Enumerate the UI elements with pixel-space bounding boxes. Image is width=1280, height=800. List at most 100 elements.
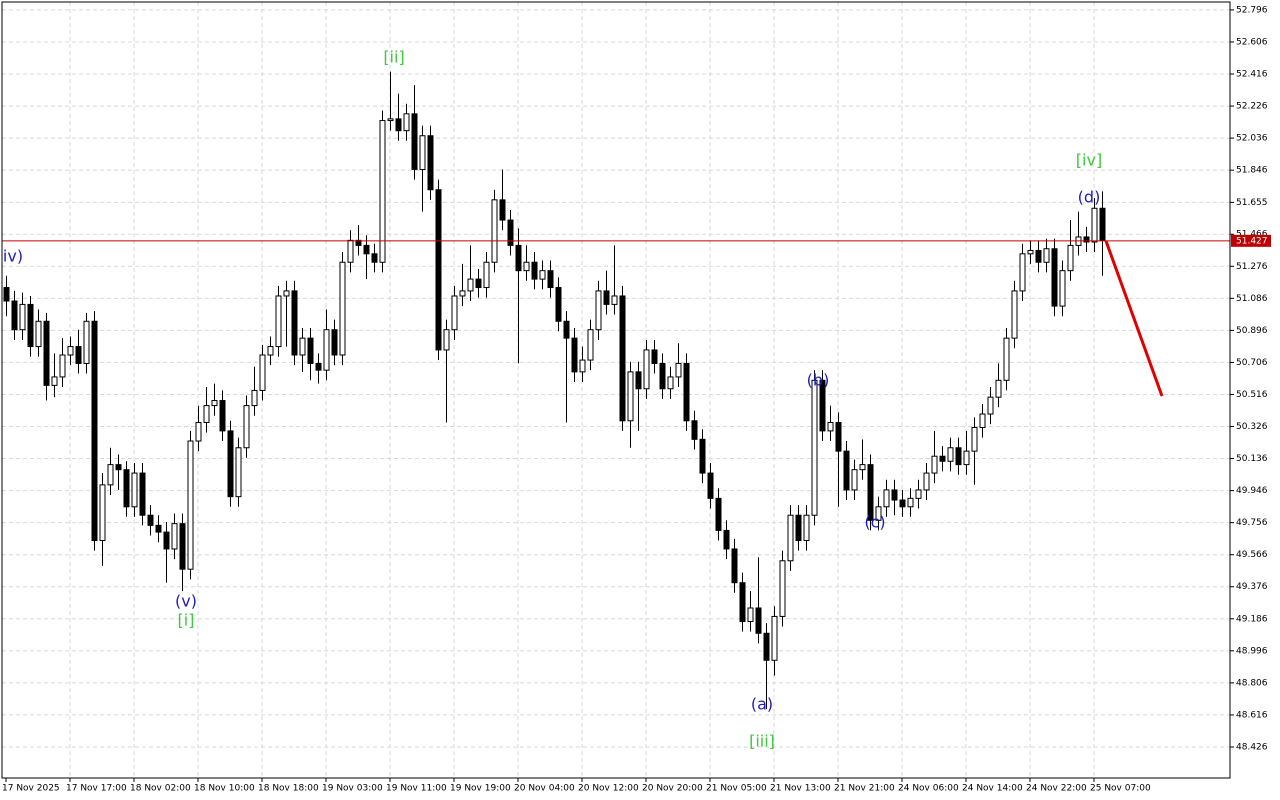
candle-body <box>283 290 290 297</box>
candle-body <box>835 421 842 452</box>
candle-body <box>67 346 74 356</box>
y-tick-label: 49.186 <box>1236 614 1268 624</box>
candle-body <box>987 396 994 415</box>
candle-body <box>883 489 890 508</box>
candle-body <box>923 472 930 491</box>
candle-body <box>43 320 50 386</box>
candle-body <box>907 497 914 508</box>
x-tick-label: 25 Nov 07:00 <box>1090 784 1151 794</box>
candle-body <box>795 514 802 542</box>
y-tick-label: 51.655 <box>1236 198 1268 208</box>
candle-body <box>995 379 1002 398</box>
candle-body <box>3 287 10 302</box>
candle-body <box>315 362 322 371</box>
candle-body <box>963 450 970 466</box>
candle-body <box>395 118 402 132</box>
candle-body <box>179 523 186 570</box>
y-tick-label: 52.606 <box>1236 37 1268 47</box>
wave-label: (d) <box>1078 188 1101 207</box>
wave-label: (v) <box>175 592 197 611</box>
y-tick-label: 50.326 <box>1236 422 1268 432</box>
candle-body <box>35 320 42 348</box>
candle-body <box>1011 290 1018 339</box>
candle-body <box>75 346 82 364</box>
candle-body <box>1091 207 1098 243</box>
x-tick-label: 19 Nov 19:00 <box>450 784 511 794</box>
y-tick-label: 48.996 <box>1236 646 1268 656</box>
candle-body <box>715 497 722 531</box>
candle-body <box>371 253 378 263</box>
wave-label: [i] <box>178 611 195 630</box>
candle-body <box>851 469 858 491</box>
wave-label: [iii] <box>749 732 775 751</box>
x-tick-label: 21 Nov 05:00 <box>706 784 767 794</box>
candle-body <box>683 362 690 422</box>
candle-body <box>387 118 394 122</box>
candle-body <box>107 464 114 486</box>
wave-label: [ii] <box>383 48 404 67</box>
candle-body <box>811 379 818 516</box>
candle-body <box>243 405 250 449</box>
y-tick-label: 48.616 <box>1236 710 1268 720</box>
y-tick-label: 51.276 <box>1236 262 1268 272</box>
wave-label: (c) <box>864 513 885 532</box>
x-tick-label: 24 Nov 22:00 <box>1026 784 1087 794</box>
candle-body <box>531 261 538 280</box>
candle-body <box>163 531 170 550</box>
candle-body <box>819 379 826 432</box>
candle-body <box>467 278 474 292</box>
candle-body <box>427 135 434 191</box>
candle-body <box>803 514 810 542</box>
candle-body <box>1003 337 1010 381</box>
candle-body <box>131 472 138 508</box>
candle-body <box>1027 249 1034 255</box>
x-tick-label: 18 Nov 10:00 <box>194 784 255 794</box>
candle-body <box>747 607 754 622</box>
candle-body <box>643 349 650 390</box>
candle-body <box>307 337 314 364</box>
candle-body <box>483 261 490 289</box>
candle-body <box>507 219 514 246</box>
x-tick-label: 21 Nov 21:00 <box>834 784 895 794</box>
candle-body <box>739 582 746 622</box>
current-price-box <box>1231 234 1271 247</box>
candle-body <box>403 113 410 132</box>
candle-body <box>195 421 202 442</box>
candle-body <box>1099 207 1106 241</box>
candle-body <box>587 329 594 361</box>
candle-body <box>19 303 26 331</box>
candle-body <box>867 464 874 521</box>
wave-label: [iv] <box>1076 151 1102 170</box>
x-tick-label: 24 Nov 06:00 <box>898 784 959 794</box>
x-tick-label: 20 Nov 20:00 <box>642 784 703 794</box>
candle-body <box>51 376 58 386</box>
y-tick-label: 50.516 <box>1236 390 1268 400</box>
x-tick-label: 18 Nov 18:00 <box>258 784 319 794</box>
candle-body <box>443 329 450 351</box>
candle-body <box>451 295 458 331</box>
candle-body <box>147 514 154 526</box>
candle-body <box>99 484 106 542</box>
y-tick-label: 48.806 <box>1236 678 1268 688</box>
candle-body <box>499 199 506 221</box>
x-tick-label: 20 Nov 04:00 <box>514 784 575 794</box>
candle-body <box>875 506 882 521</box>
candle-body <box>219 400 226 432</box>
axes: 52.796 52.606 52.416 52.226 52.036 51.846 51.6… <box>2 5 1271 794</box>
candle-body <box>323 329 330 371</box>
candle-body <box>667 376 674 390</box>
candle-body <box>419 135 426 170</box>
candle-body <box>979 413 986 429</box>
candle-body <box>267 346 274 356</box>
candle-body <box>515 244 522 272</box>
candle-body <box>675 362 682 378</box>
x-tick-label: 17 Nov 2025 <box>2 784 60 794</box>
candle-body <box>859 464 866 471</box>
candle-body <box>435 189 442 351</box>
candle-body <box>659 362 666 390</box>
wave-label: (a) <box>751 695 773 714</box>
candle-body <box>611 295 618 305</box>
x-tick-label: 18 Nov 02:00 <box>130 784 191 794</box>
y-tick-label: 50.896 <box>1236 326 1268 336</box>
